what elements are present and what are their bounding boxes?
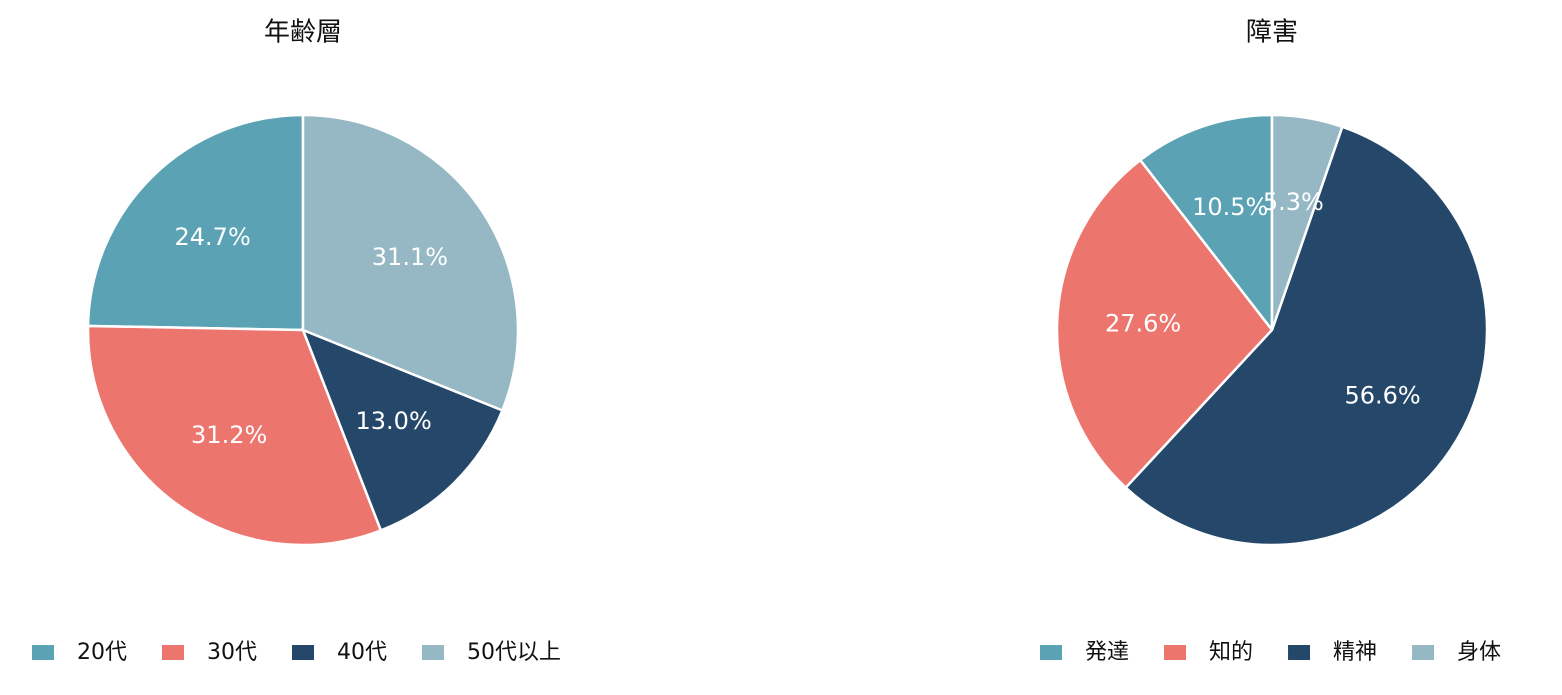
legend-swatch bbox=[1412, 645, 1435, 660]
pie-slice bbox=[86, 113, 305, 332]
pie-slice bbox=[1270, 113, 1344, 331]
legend-swatch bbox=[1288, 645, 1311, 660]
legend-label: 50代以上 bbox=[467, 640, 561, 665]
value-label: 56.6% bbox=[1344, 381, 1420, 409]
legend-swatch bbox=[292, 645, 314, 660]
legend-label: 発達 bbox=[1085, 640, 1129, 665]
legend-label: 身体 bbox=[1457, 640, 1501, 665]
legend-swatch bbox=[1040, 645, 1062, 660]
value-label: 24.7% bbox=[175, 223, 251, 251]
legend-label: 40代 bbox=[337, 640, 387, 665]
pie-slice bbox=[1138, 113, 1274, 334]
legend-label: 知的 bbox=[1209, 640, 1253, 665]
legend-swatch bbox=[422, 645, 444, 660]
legend-label: 20代 bbox=[77, 640, 127, 665]
chart-title: 障害 bbox=[1246, 18, 1298, 48]
value-label: 10.5% bbox=[1192, 193, 1268, 221]
value-label: 31.1% bbox=[372, 243, 448, 271]
value-label: 31.2% bbox=[191, 421, 267, 449]
chart-title: 年齢層 bbox=[264, 18, 342, 48]
pie-slice bbox=[86, 324, 383, 547]
value-label: 27.6% bbox=[1105, 309, 1181, 337]
legend-swatch bbox=[32, 645, 54, 660]
pie-slice bbox=[1055, 158, 1274, 490]
legend-label: 30代 bbox=[207, 640, 257, 665]
legend-swatch bbox=[1164, 645, 1187, 660]
legend-swatch bbox=[162, 645, 184, 660]
value-label: 13.0% bbox=[356, 407, 432, 435]
value-label: 5.3% bbox=[1263, 188, 1324, 216]
pie-slice bbox=[1124, 125, 1489, 547]
pie-slice bbox=[301, 113, 520, 413]
legend-label: 精神 bbox=[1333, 640, 1377, 665]
pie-slice bbox=[300, 327, 505, 533]
